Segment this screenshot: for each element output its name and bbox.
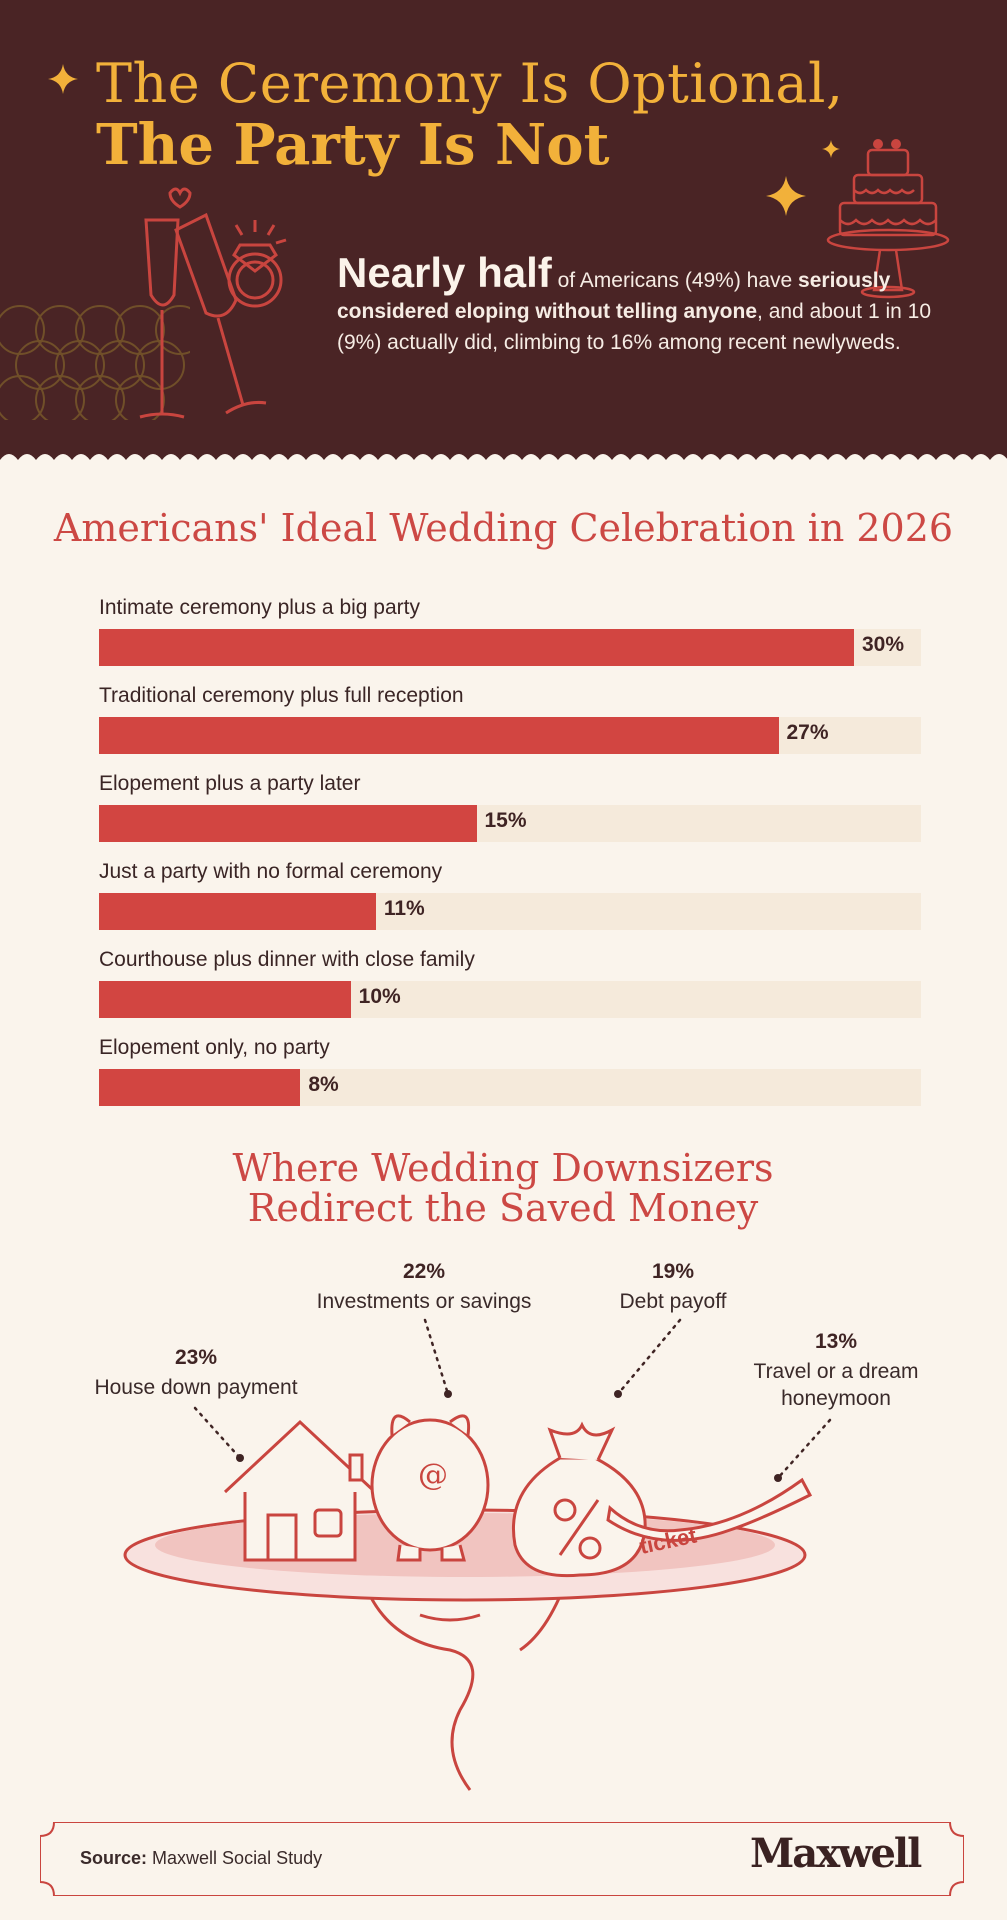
lattice-pattern-icon bbox=[0, 305, 190, 420]
intro-text-1: of Americans (49%) have bbox=[551, 269, 799, 292]
bar bbox=[99, 981, 351, 1018]
bar-label: Elopement plus a party later bbox=[99, 772, 361, 795]
bar-label: Intimate ceremony plus a big party bbox=[99, 596, 420, 619]
sparkle-small-icon bbox=[822, 140, 840, 158]
callout-label: Debt payoff bbox=[619, 1290, 727, 1313]
tray-illustration: @ ticket bbox=[123, 1414, 813, 1791]
callout-percent: 22% bbox=[402, 1260, 446, 1283]
bar-track: 15% bbox=[99, 805, 921, 842]
bar bbox=[99, 1069, 301, 1106]
scallop-divider bbox=[0, 454, 1007, 474]
bar bbox=[99, 805, 477, 842]
bar bbox=[99, 717, 779, 754]
bar-track: 8% bbox=[99, 1069, 921, 1106]
intro-text-2: , and about 1 in 10 (9%) actually did, c… bbox=[337, 300, 932, 354]
intro-bold-text: seriously considered eloping without tel… bbox=[337, 269, 891, 323]
bar-label: Traditional ceremony plus full reception bbox=[99, 684, 464, 707]
bar-track: 10% bbox=[99, 981, 921, 1018]
bar-label: Just a party with no formal ceremony bbox=[99, 860, 443, 883]
callout-percent: 23% bbox=[174, 1346, 218, 1369]
bar-track: 11% bbox=[99, 893, 921, 930]
wedding-cake-icon bbox=[826, 139, 950, 299]
callout-label: House down payment bbox=[94, 1376, 298, 1399]
champagne-glasses-icon bbox=[139, 187, 287, 419]
bar-label: Elopement only, no party bbox=[99, 1036, 330, 1059]
sparkle-icon bbox=[766, 176, 806, 216]
bar bbox=[99, 893, 376, 930]
source-label: Source: bbox=[80, 1848, 148, 1868]
bar-value-label: 30% bbox=[862, 633, 905, 656]
sparkle-icon bbox=[48, 64, 78, 94]
callout-label: Investments or savings bbox=[316, 1290, 532, 1313]
bar-track: 30% bbox=[99, 629, 921, 666]
source-text: Maxwell Social Study bbox=[147, 1848, 323, 1868]
title-line2: The Party Is Not bbox=[96, 112, 610, 178]
bar-value-label: 8% bbox=[308, 1073, 339, 1096]
bar-track: 27% bbox=[99, 717, 921, 754]
chart2-title: Where Wedding Downsizers Redirect the Sa… bbox=[232, 1146, 774, 1230]
maxwell-logo: Maxwell bbox=[750, 1830, 922, 1877]
callout-label: Travel or a dream honeymoon bbox=[753, 1360, 919, 1410]
bar-value-label: 11% bbox=[383, 897, 425, 920]
footer-frame bbox=[40, 1822, 964, 1896]
chart1-title: Americans' Ideal Wedding Celebration in … bbox=[53, 506, 954, 550]
intro-paragraph: Nearly half of Americans (49%) have seri… bbox=[337, 252, 937, 358]
callout-percent: 13% bbox=[814, 1330, 858, 1353]
bar-value-label: 15% bbox=[484, 809, 527, 832]
title-line1: The Ceremony Is Optional, bbox=[96, 52, 844, 115]
bar bbox=[99, 629, 854, 666]
svg-text:@: @ bbox=[418, 1458, 448, 1493]
intro-highlight: Nearly half bbox=[337, 249, 552, 296]
bar-value-label: 10% bbox=[358, 985, 401, 1008]
bar-value-label: 27% bbox=[786, 721, 829, 744]
callout-percent: 19% bbox=[651, 1260, 695, 1283]
source-note: Source: Maxwell Social Study bbox=[80, 1848, 322, 1869]
bar-label: Courthouse plus dinner with close family bbox=[99, 948, 475, 971]
